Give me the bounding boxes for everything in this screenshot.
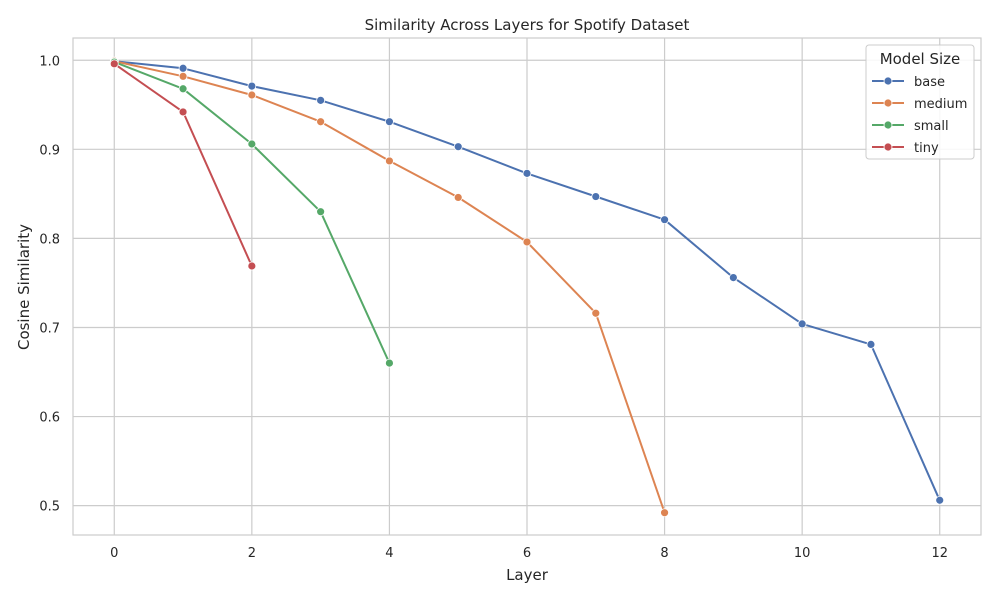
series-lines [109, 56, 945, 518]
data-point-tiny [178, 107, 188, 117]
legend-label: medium [914, 97, 967, 112]
y-tick-label: 0.9 [39, 143, 60, 158]
data-point-medium [316, 117, 326, 127]
data-point-tiny [109, 59, 119, 69]
data-point-base [866, 339, 876, 349]
data-point-small [178, 84, 188, 94]
series-tiny [109, 59, 257, 271]
data-point-base [316, 95, 326, 105]
x-axis-label: Layer [506, 566, 549, 584]
series-small [109, 57, 394, 368]
legend-item-base: base [872, 75, 945, 90]
legend-item-tiny: tiny [872, 141, 939, 156]
legend-item-medium: medium [872, 97, 967, 112]
data-point-small [385, 358, 394, 368]
data-point-base [453, 142, 463, 152]
x-tick-label: 10 [794, 546, 811, 561]
series-medium [109, 56, 669, 518]
data-point-base [591, 192, 601, 201]
legend-box [865, 44, 975, 160]
x-tick-label: 2 [248, 546, 256, 561]
data-point-base [385, 117, 394, 127]
x-tick-label: 8 [660, 546, 668, 561]
y-tick-label: 0.8 [39, 232, 60, 247]
y-tick-label: 0.6 [39, 411, 60, 426]
data-point-small [316, 207, 326, 217]
data-point-medium [591, 308, 601, 318]
data-point-base [728, 273, 738, 282]
data-point-medium [385, 156, 394, 166]
data-point-medium [660, 508, 669, 518]
legend-swatch-marker [883, 120, 893, 130]
y-tick-label: 0.7 [39, 321, 60, 336]
data-point-tiny [247, 261, 257, 271]
legend-swatch-marker [883, 98, 893, 108]
gridlines [73, 38, 981, 535]
data-point-medium [522, 237, 532, 247]
legend-swatch-marker [883, 76, 893, 86]
legend-items: base medium small tiny [872, 75, 967, 156]
data-point-base [797, 319, 807, 329]
legend-title: Model Size [880, 50, 961, 68]
data-point-base [935, 495, 945, 505]
legend: Model Size base medium small tiny [865, 44, 975, 160]
x-tick-label: 0 [110, 546, 118, 561]
x-tick-labels: 0 2 4 6 8 10 12 [110, 546, 948, 561]
data-point-medium [453, 193, 463, 202]
y-tick-labels: 0.5 0.6 0.7 0.8 0.9 1.0 [39, 54, 60, 514]
data-point-small [247, 139, 257, 149]
y-tick-label: 1.0 [39, 54, 60, 69]
x-tick-label: 12 [931, 546, 948, 561]
x-tick-label: 6 [523, 546, 531, 561]
x-tick-label: 4 [385, 546, 393, 561]
data-point-base [660, 215, 669, 225]
y-axis-label: Cosine Similarity [15, 224, 33, 350]
chart-title: Similarity Across Layers for Spotify Dat… [365, 16, 690, 34]
legend-label: small [914, 119, 949, 134]
legend-label: base [914, 75, 945, 90]
data-point-base [522, 168, 532, 178]
plot-frame [72, 37, 982, 536]
legend-item-small: small [872, 119, 949, 134]
data-point-base [178, 63, 188, 73]
data-point-medium [178, 71, 188, 81]
data-point-base [247, 81, 257, 91]
legend-label: tiny [914, 141, 939, 156]
y-tick-label: 0.5 [39, 500, 60, 515]
data-point-medium [247, 90, 257, 100]
legend-swatch-marker [883, 142, 893, 152]
